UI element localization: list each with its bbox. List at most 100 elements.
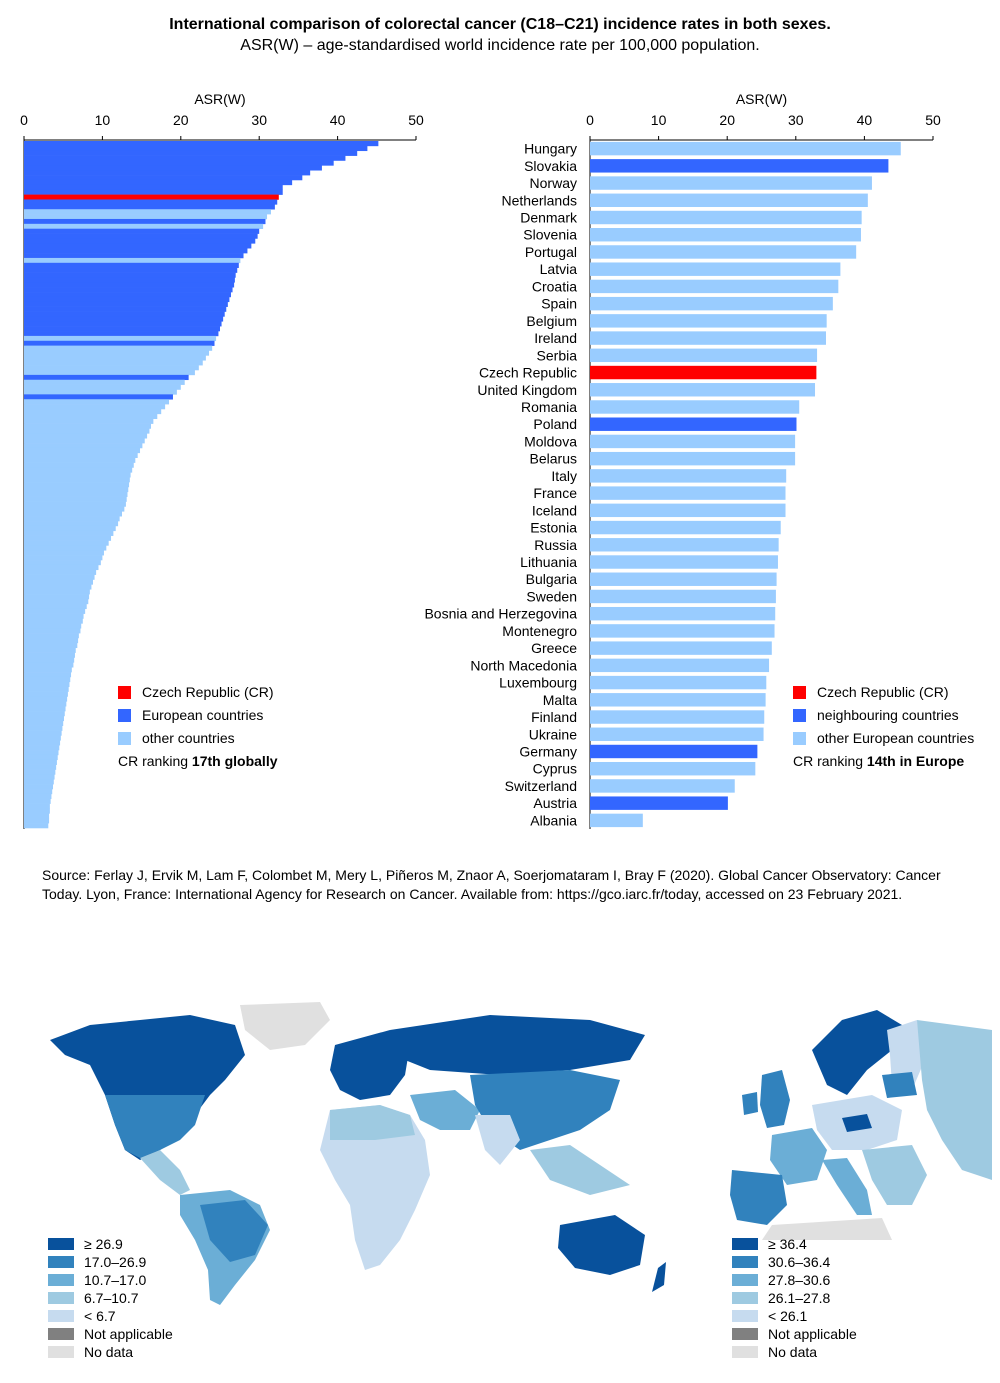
- usa-shape: [105, 1095, 205, 1158]
- bar: [24, 676, 71, 683]
- global-bar-chart: ASR(W) 0 10 20 30 40 50: [20, 91, 424, 829]
- bar: [590, 296, 833, 311]
- category-label: Hungary: [524, 141, 577, 157]
- bar: [24, 253, 244, 259]
- category-label: Slovenia: [523, 227, 577, 243]
- category-label: Slovakia: [524, 158, 577, 174]
- bar: [24, 248, 248, 254]
- bar: [24, 277, 235, 283]
- bar: [24, 691, 68, 697]
- bar: [24, 165, 322, 171]
- scandinavia-shape: [812, 1010, 902, 1095]
- bar: [590, 538, 779, 552]
- bar: [24, 511, 122, 517]
- bar: [590, 417, 797, 431]
- legend-swatch: [48, 1328, 74, 1340]
- legend-label-cr: Czech Republic (CR): [817, 684, 949, 700]
- world-legend-item: 17.0–26.9: [48, 1253, 173, 1271]
- x-tick-label: 10: [95, 112, 111, 128]
- bar: [24, 628, 81, 634]
- europe-legend-item: No data: [732, 1343, 857, 1361]
- bar: [24, 618, 83, 624]
- italy-shape: [822, 1158, 872, 1215]
- bar: [590, 159, 889, 173]
- ranking-note-europe: CR ranking 14th in Europe: [793, 750, 974, 773]
- legend-label-other: other countries: [142, 730, 235, 746]
- category-label: Iceland: [532, 502, 577, 518]
- category-label: Bosnia and Herzegovina: [424, 606, 577, 622]
- bar: [24, 257, 241, 264]
- central-america-shape: [140, 1150, 190, 1195]
- legend-swatch: [732, 1274, 758, 1286]
- x-tick-label: 40: [857, 112, 873, 128]
- bar: [24, 267, 238, 273]
- x-axis-label: ASR(W): [736, 91, 787, 107]
- bar: [24, 769, 56, 775]
- category-label: Belgium: [526, 313, 577, 329]
- legend-label: Not applicable: [84, 1326, 173, 1342]
- bar: [590, 555, 778, 569]
- bar: [24, 545, 107, 551]
- bar: [24, 482, 130, 488]
- bar: [590, 486, 786, 500]
- bar: [24, 423, 152, 429]
- bar: [24, 301, 228, 307]
- bar: [24, 272, 236, 278]
- category-label: Norway: [530, 175, 577, 191]
- bar: [24, 745, 60, 751]
- greenland-shape: [240, 1002, 330, 1050]
- bar: [590, 331, 826, 345]
- bar: [590, 314, 827, 328]
- bar: [24, 370, 195, 376]
- legend-label-neighbouring: neighbouring countries: [817, 707, 959, 723]
- bar: [24, 672, 72, 678]
- bar: [24, 535, 112, 541]
- x-tick-label: 30: [251, 112, 267, 128]
- bar: [24, 657, 75, 663]
- bar: [590, 503, 786, 518]
- category-label: Lithuania: [520, 554, 577, 570]
- bar: [590, 279, 839, 294]
- category-label: North Macedonia: [470, 657, 577, 673]
- bar: [24, 798, 51, 804]
- bar: [24, 501, 126, 507]
- bar: [590, 779, 735, 793]
- legend-item-european: European countries: [118, 704, 278, 727]
- category-label: Czech Republic: [479, 365, 577, 381]
- bar: [24, 764, 57, 770]
- bar: [24, 759, 57, 765]
- baltics-shape: [882, 1072, 917, 1098]
- legend-label: 27.8–30.6: [768, 1272, 831, 1288]
- europe-legend-item: 27.8–30.6: [732, 1271, 857, 1289]
- bar: [24, 282, 235, 288]
- bar: [24, 457, 136, 463]
- bar: [24, 701, 67, 707]
- category-label: Luxembourg: [499, 675, 577, 691]
- chart-subtitle: ASR(W) – age-standardised world incidenc…: [240, 37, 760, 54]
- bar: [24, 715, 64, 722]
- bar: [590, 606, 776, 621]
- legend-swatch-cr: [793, 686, 806, 699]
- category-label: Bulgaria: [526, 571, 578, 587]
- bar: [24, 345, 213, 351]
- bar: [24, 594, 90, 600]
- uk-shape: [760, 1070, 790, 1128]
- bar: [24, 243, 252, 249]
- bar: [24, 287, 233, 293]
- russia-europe-shape: [917, 1020, 992, 1180]
- bar: [24, 696, 68, 702]
- bar: [24, 141, 379, 147]
- category-label: Ukraine: [529, 726, 577, 742]
- southeast-asia-shape: [530, 1145, 630, 1195]
- europe-legend: Czech Republic (CR) neighbouring countri…: [793, 681, 974, 773]
- legend-swatch: [732, 1292, 758, 1304]
- bar: [24, 740, 61, 746]
- category-label: Romania: [521, 399, 577, 415]
- bar: [24, 735, 61, 741]
- category-label: Austria: [533, 795, 577, 811]
- bar: [590, 141, 901, 156]
- bar: [24, 560, 101, 566]
- bar: [24, 184, 283, 191]
- bar: [590, 572, 777, 586]
- bar: [24, 223, 264, 230]
